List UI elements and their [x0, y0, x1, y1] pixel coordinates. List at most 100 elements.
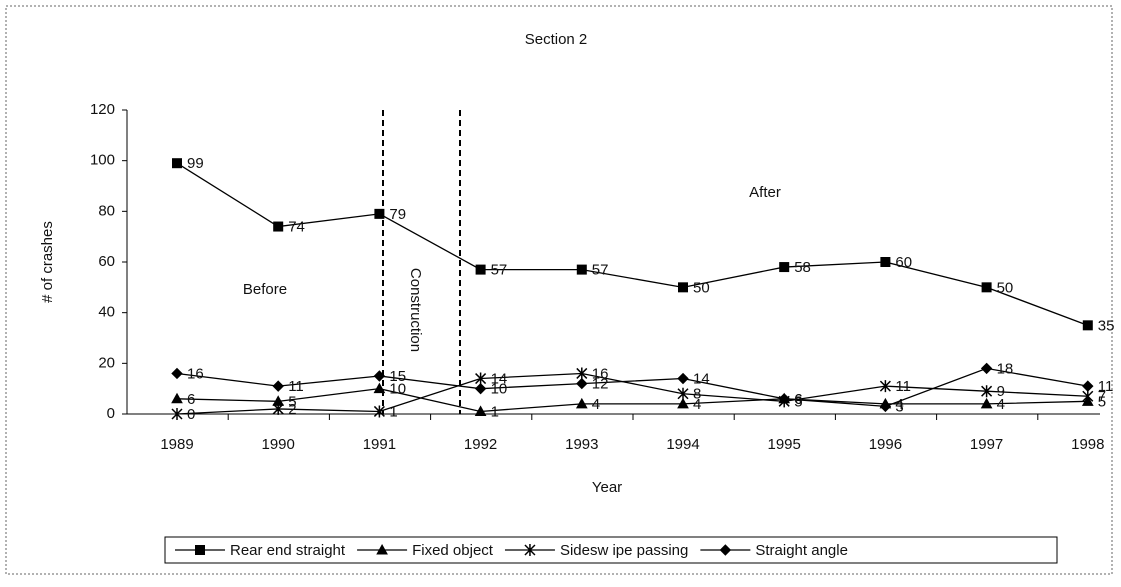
data-label: 1	[491, 403, 499, 420]
x-tick-label: 1996	[869, 436, 902, 453]
point	[678, 282, 688, 293]
x-tick-label: 1992	[464, 436, 497, 453]
data-label: 50	[997, 279, 1014, 296]
data-label: 5	[288, 393, 296, 410]
data-label: 18	[997, 360, 1014, 377]
x-tick-label: 1994	[666, 436, 699, 453]
legend-label: Fixed object	[412, 542, 494, 559]
point	[272, 380, 284, 392]
x-tick-label: 1993	[565, 436, 598, 453]
data-label: 16	[592, 365, 609, 382]
point	[273, 221, 284, 232]
x-tick-label: 1997	[970, 436, 1003, 453]
data-label: 0	[187, 406, 195, 423]
y-tick-label: 20	[98, 354, 115, 371]
data-label: 11	[288, 378, 304, 395]
x-tick-label: 1998	[1071, 436, 1104, 453]
point	[171, 392, 183, 404]
legend-marker	[719, 544, 732, 556]
series-line	[176, 367, 1088, 408]
data-label: 11	[1098, 378, 1114, 395]
y-tick-label: 80	[98, 202, 115, 219]
chart-title: Section 2	[525, 31, 588, 48]
data-label: 57	[592, 262, 609, 279]
point	[474, 382, 487, 395]
point	[778, 393, 790, 405]
point	[374, 208, 385, 219]
point	[1082, 380, 1094, 392]
point	[677, 372, 689, 385]
data-label: 4	[997, 396, 1005, 413]
point	[1082, 390, 1094, 403]
legend-label: Straight angle	[755, 542, 848, 559]
point	[172, 158, 182, 169]
data-label: 6	[794, 391, 802, 408]
point	[373, 405, 385, 418]
data-label: 11	[895, 378, 911, 395]
data-label: 15	[389, 368, 406, 385]
legend-marker	[195, 545, 205, 555]
data-label: 7	[1098, 388, 1106, 405]
point	[171, 367, 183, 380]
data-label: 4	[693, 396, 701, 413]
point	[474, 405, 487, 416]
data-label: 6	[187, 391, 195, 408]
point	[981, 282, 992, 293]
point	[373, 382, 386, 394]
y-tick-label: 40	[98, 304, 115, 321]
data-label: 4	[895, 396, 903, 413]
data-label: 16	[187, 365, 204, 382]
point	[576, 264, 587, 275]
data-label: 2	[288, 401, 296, 418]
point	[475, 264, 486, 275]
data-label: 57	[491, 262, 508, 279]
x-tick-label: 1989	[160, 436, 193, 453]
point	[677, 397, 689, 409]
legend-marker	[524, 544, 536, 556]
x-tick-label: 1991	[363, 436, 396, 453]
series-line	[176, 162, 1089, 326]
data-label: 14	[693, 371, 710, 388]
point	[779, 262, 790, 273]
data-label: 10	[491, 381, 508, 398]
data-label: 1	[389, 403, 397, 420]
annotation: Construction	[407, 268, 424, 352]
point	[576, 377, 588, 390]
data-label: 5	[1098, 393, 1106, 410]
point	[1082, 320, 1093, 331]
point	[677, 387, 689, 400]
point	[272, 402, 284, 415]
data-label: 74	[288, 219, 305, 236]
y-tick-label: 120	[90, 101, 115, 118]
legend-marker	[376, 543, 388, 555]
y-tick-label: 0	[107, 405, 115, 422]
point	[576, 367, 588, 380]
data-label: 50	[693, 279, 710, 296]
annotation: Before	[243, 281, 287, 298]
data-label: 14	[491, 371, 508, 388]
data-label: 9	[997, 383, 1005, 400]
legend-label: Rear end straight	[230, 542, 346, 559]
legend-box	[164, 536, 1058, 564]
point	[373, 370, 386, 382]
x-tick-label: 1995	[768, 436, 801, 453]
data-label: 5	[794, 393, 802, 410]
x-axis-label: Year	[592, 479, 622, 496]
point	[981, 385, 993, 398]
point	[980, 362, 993, 375]
data-label: 35	[1098, 317, 1115, 334]
chart-border	[5, 5, 1113, 575]
y-tick-label: 60	[98, 253, 115, 270]
x-tick-label: 1990	[262, 436, 295, 453]
point	[880, 257, 891, 267]
data-label: 60	[895, 254, 912, 271]
y-axis-label: # of crashes	[39, 221, 56, 303]
series-line	[176, 388, 1088, 413]
series-line	[176, 372, 1088, 415]
annotation: After	[749, 184, 781, 201]
point	[475, 372, 487, 385]
point	[575, 397, 588, 409]
point	[980, 397, 993, 409]
point	[171, 408, 183, 420]
